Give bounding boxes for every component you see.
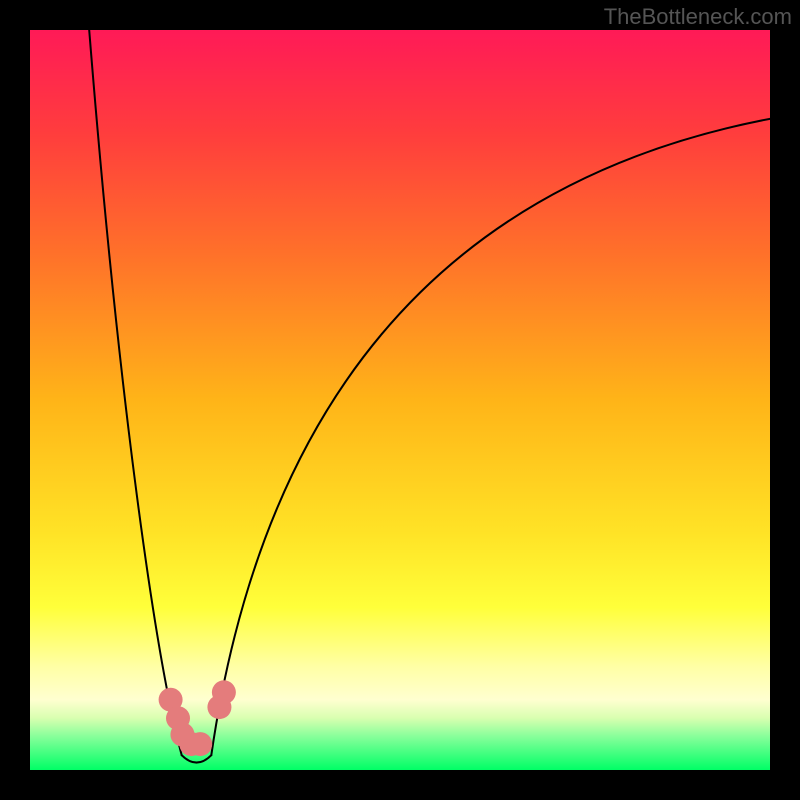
chart-root: TheBottleneck.com [0,0,800,800]
data-marker [188,732,212,756]
data-marker [212,680,236,704]
plot-background [30,30,770,770]
bottleneck-chart [0,0,800,800]
